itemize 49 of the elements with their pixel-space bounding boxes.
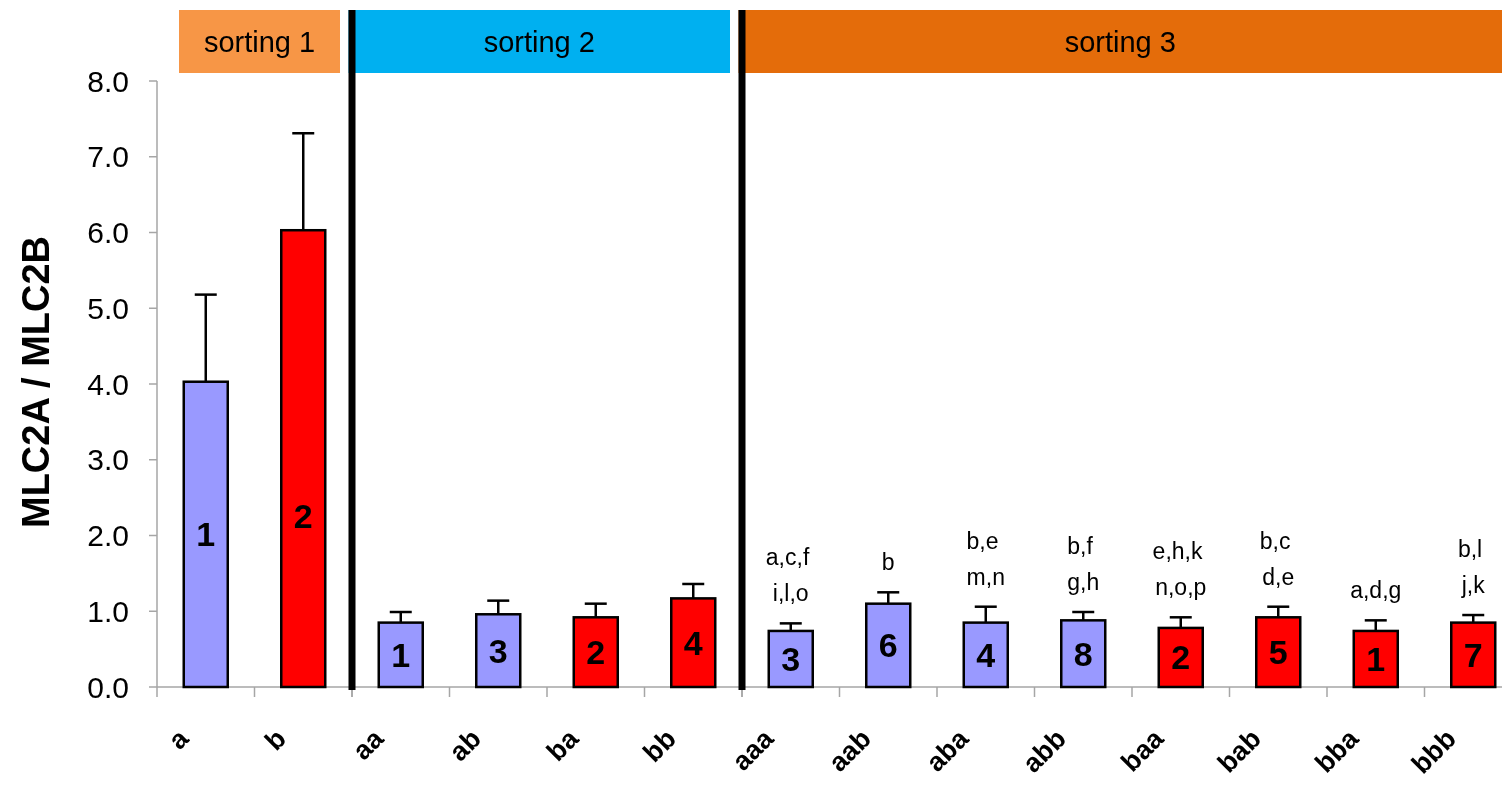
- annotation: b,f g,h: [1067, 533, 1100, 596]
- annotation: b,l j,k: [1457, 536, 1486, 599]
- y-tick-label: 8.0: [87, 64, 129, 98]
- chart-title: sorting 2: [483, 25, 595, 58]
- annotation: 8: [1073, 634, 1093, 673]
- y-tick-label: 0.0: [87, 670, 129, 704]
- annotation: 6: [878, 626, 898, 665]
- annotation: 2: [586, 633, 606, 672]
- x-tick-label: abb: [1016, 723, 1072, 779]
- annotation: 3: [488, 631, 508, 670]
- annotation: 1: [391, 635, 411, 674]
- annotation: 1: [1366, 639, 1386, 678]
- chart-title: sorting 3: [1064, 25, 1176, 58]
- y-tick-label: 1.0: [87, 594, 129, 628]
- annotation: 7: [1463, 635, 1483, 674]
- x-tick-label: aab: [822, 723, 877, 778]
- annotation: b,c d,e: [1259, 527, 1295, 590]
- annotation: e,h,k n,o,p: [1152, 538, 1207, 601]
- x-tick-label: bab: [1211, 723, 1267, 779]
- y-tick-label: 4.0: [87, 367, 129, 401]
- annotation: a,d,g: [1350, 577, 1402, 604]
- x-tick-label: bb: [637, 723, 682, 768]
- x-tick-label: bbb: [1405, 723, 1462, 780]
- annotation: 1: [196, 515, 216, 554]
- annotation: a,c,f i,l,o: [765, 544, 810, 607]
- x-tick-label: baa: [1115, 722, 1171, 778]
- y-tick-label: 6.0: [87, 216, 129, 249]
- x-tick-label: a: [162, 722, 196, 756]
- x-tick-label: b: [258, 723, 292, 757]
- annotation: 2: [293, 497, 313, 535]
- x-tick-label: aaa: [726, 722, 781, 777]
- y-tick-label: 2.0: [87, 519, 129, 552]
- chart-title: sorting 1: [203, 25, 316, 58]
- annotation: 2: [1171, 638, 1191, 677]
- annotation: 4: [976, 635, 996, 674]
- x-tick-label: ab: [443, 723, 487, 767]
- x-tick-label: aa: [346, 722, 391, 766]
- annotation: 3: [781, 639, 801, 678]
- x-tick-label: bba: [1309, 722, 1366, 779]
- y-tick-label: 7.0: [87, 140, 129, 174]
- y-tick-label: 5.0: [87, 291, 129, 325]
- annotation: 4: [683, 623, 703, 662]
- annotation: 5: [1268, 633, 1288, 672]
- x-tick-label: aba: [920, 722, 976, 778]
- annotation: b: [881, 549, 895, 576]
- x-tick-label: ba: [540, 722, 586, 767]
- annotation: b,e m,n: [966, 527, 1005, 590]
- y-axis-title: MLC2A / MLC2B: [15, 235, 57, 529]
- y-tick-label: 3.0: [87, 443, 129, 477]
